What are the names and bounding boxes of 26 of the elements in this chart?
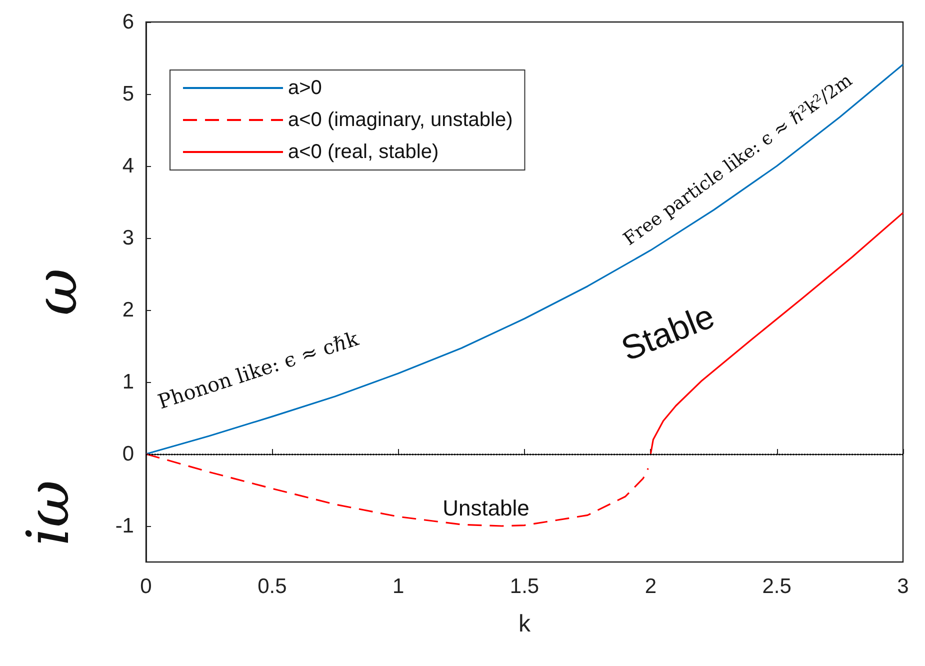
- x-tick-label: 1.5: [510, 575, 540, 598]
- legend-label: a<0 (imaginary, unstable): [288, 109, 513, 131]
- x-tick-label: 2.5: [762, 575, 792, 598]
- y-tick-label: 6: [122, 10, 134, 34]
- x-axis-title: k: [518, 610, 532, 638]
- x-tick-label: 2: [644, 575, 657, 598]
- y-tick-label: 2: [122, 298, 134, 322]
- annotation: Stable: [616, 297, 720, 369]
- line-series: [145, 64, 904, 455]
- y-tick-label: 0: [122, 442, 134, 466]
- x-tick-label: 3: [897, 575, 909, 598]
- annotation: Unstable: [442, 496, 530, 520]
- legend-label: a>0: [288, 77, 322, 99]
- y-tick-label: 1: [122, 370, 134, 394]
- y-axis-title: ω: [22, 268, 90, 316]
- legend-label: a<0 (real, stable): [288, 141, 439, 163]
- line-series: [145, 453, 649, 527]
- y-tick-label: 3: [122, 226, 134, 250]
- annotation: Phonon like: ϵ ≈ cℏk: [154, 326, 362, 414]
- y-tick-label: 4: [122, 154, 134, 178]
- y-tick-label: -1: [115, 514, 134, 538]
- y-tick-label: 5: [122, 82, 134, 106]
- x-tick-label: 0.5: [258, 575, 287, 598]
- text: iω: [14, 480, 82, 546]
- x-tick-label: 1: [392, 575, 404, 598]
- x-tick-label: 0: [140, 575, 152, 598]
